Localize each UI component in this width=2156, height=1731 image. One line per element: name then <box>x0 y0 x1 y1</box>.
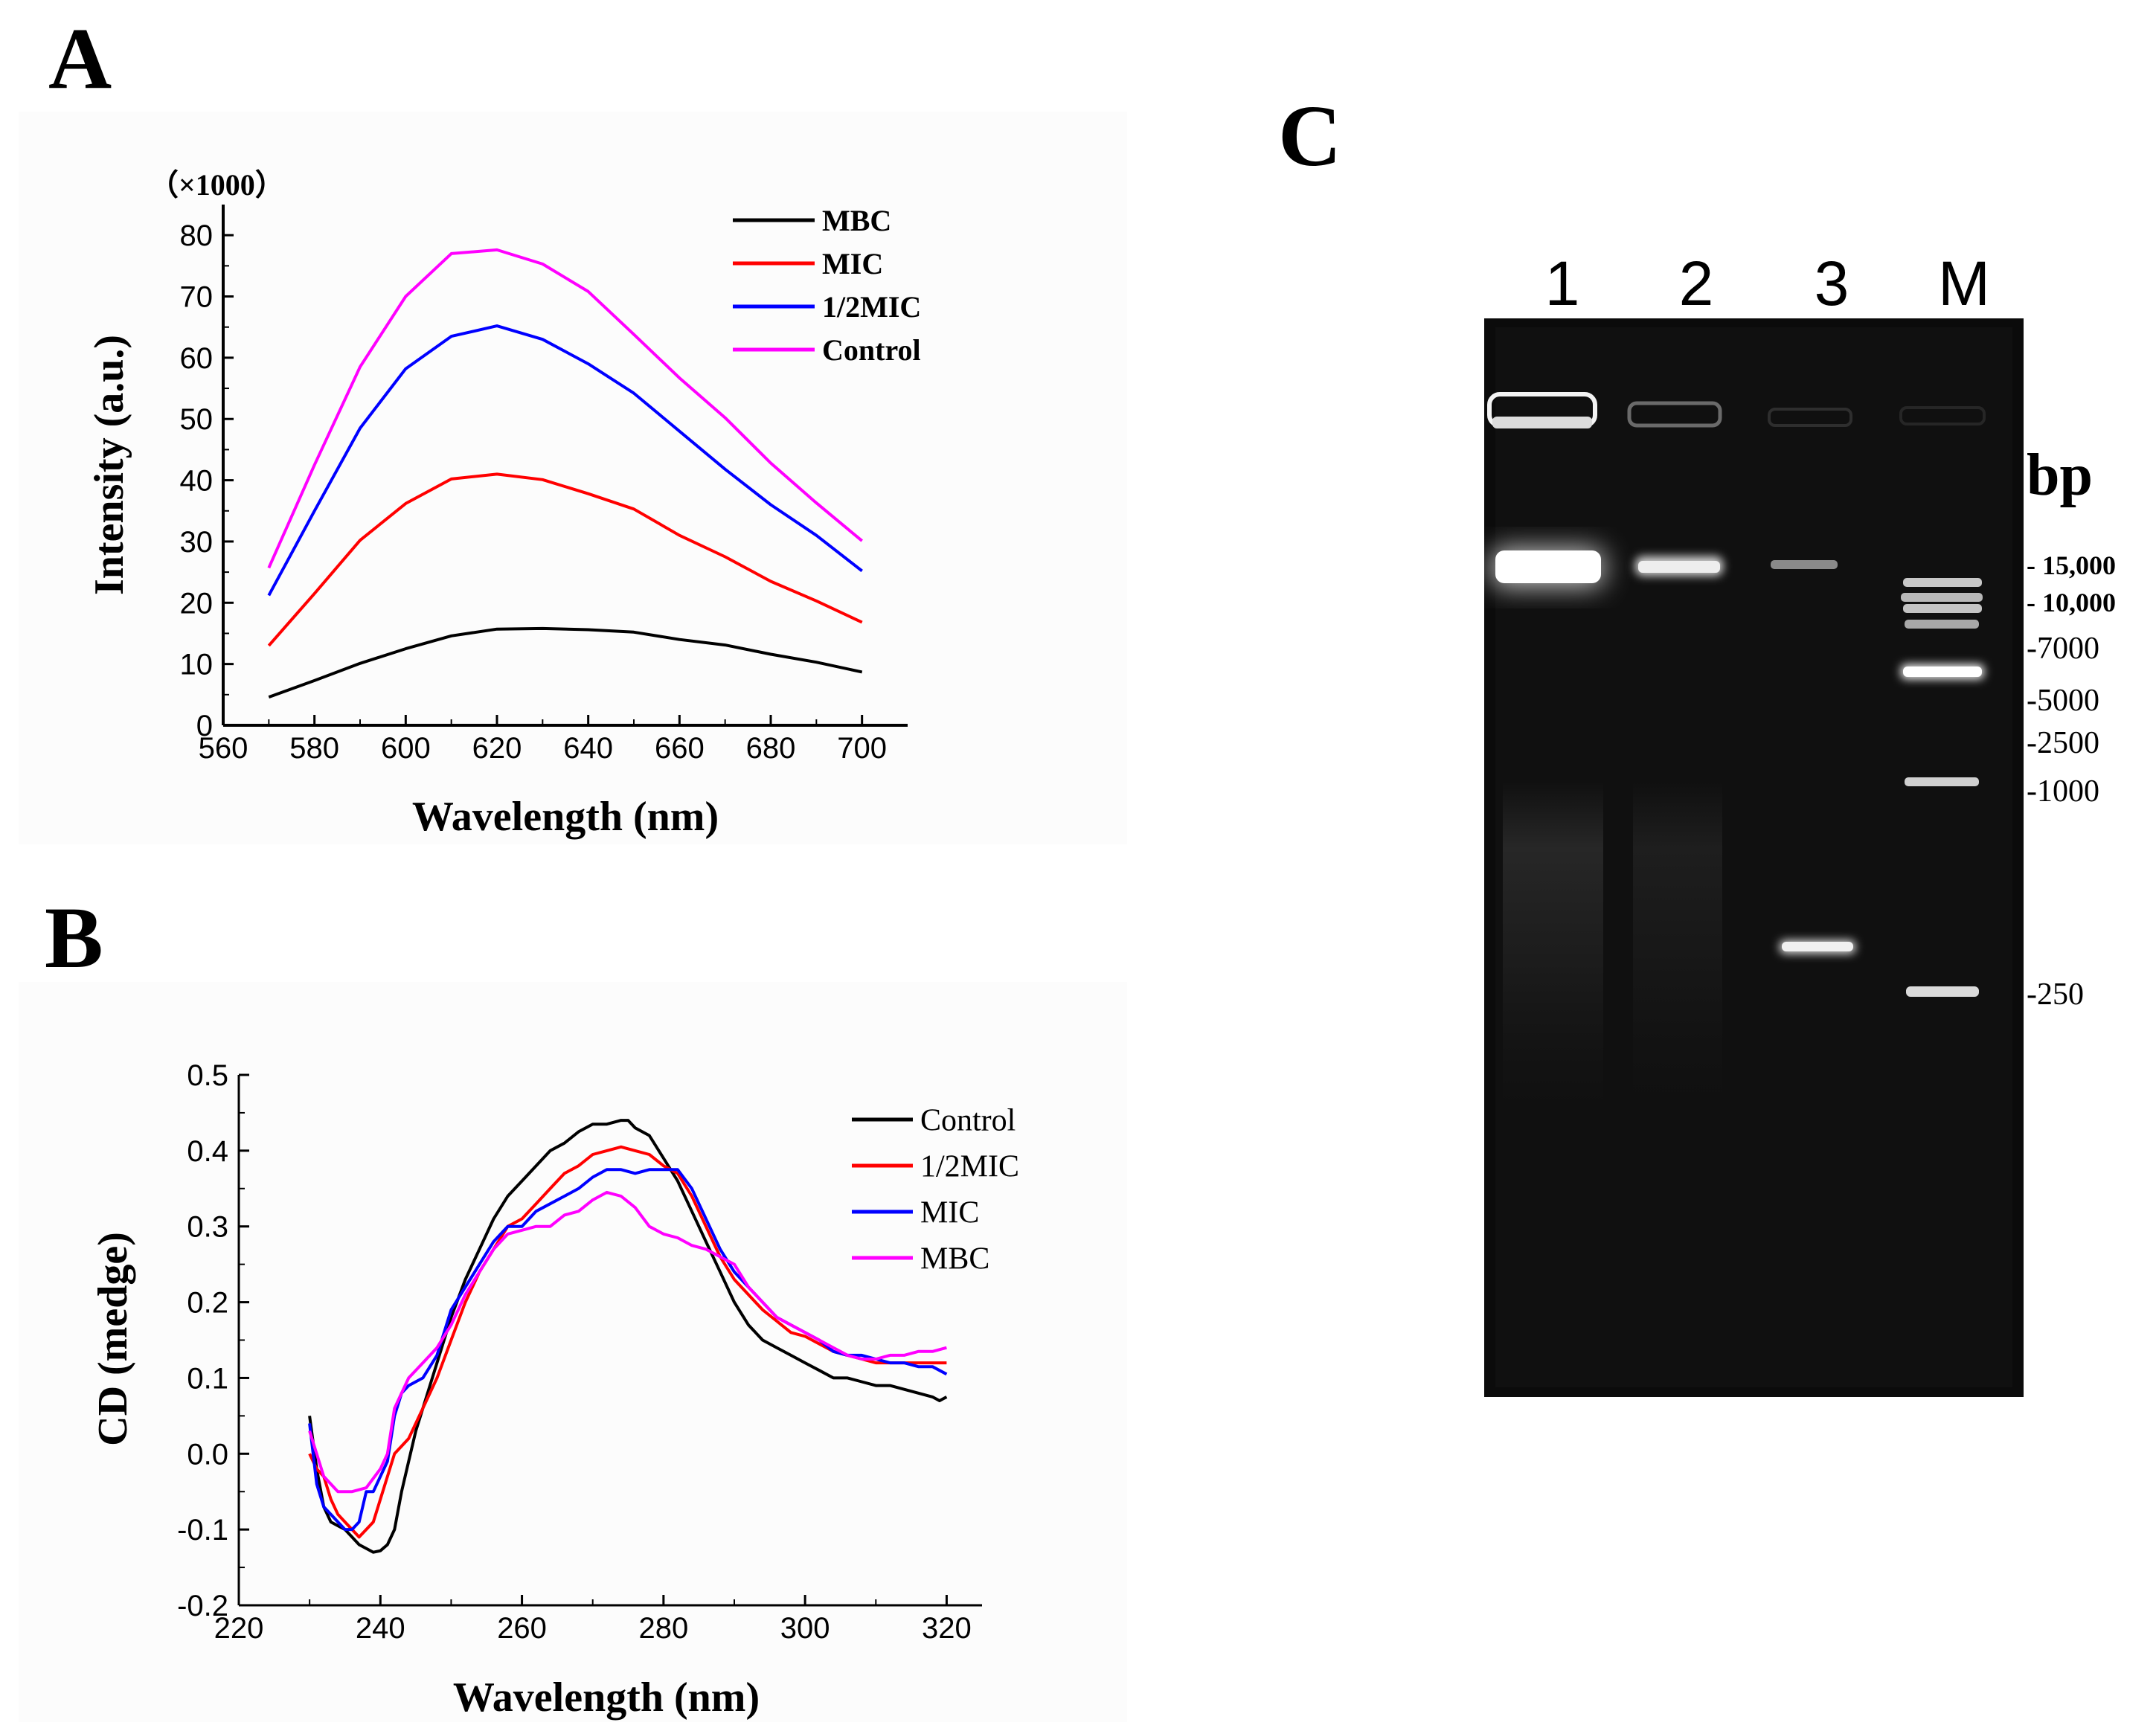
chart-b-ytick-label: 0.3 <box>187 1211 228 1244</box>
gel-lane-label-3: 3 <box>1815 248 1849 318</box>
chart-a-series-mbc <box>268 626 863 698</box>
chart-a-legend-label: 1/2MIC <box>822 290 921 324</box>
gel-lane-label-1: 1 <box>1545 248 1580 318</box>
chart-a: 560 580 600 620 640 660 680 700 0 10 20 30 40 50 60 70… <box>19 112 1127 844</box>
chart-a-xlabel: Wavelength (nm) <box>412 794 719 840</box>
chart-a-xtick-label: 640 <box>563 732 613 765</box>
chart-a-xtick-label: 580 <box>289 732 339 765</box>
chart-b-ytick-label: 0.5 <box>187 1059 228 1092</box>
ladder-band-15000 <box>1903 578 1982 587</box>
chart-b-legend-label: MBC <box>920 1242 989 1276</box>
gel-marker-label-1000: -1000 <box>2027 774 2099 809</box>
chart-b-ytick-label: 0.0 <box>187 1438 228 1471</box>
chart-a-ylabel: Intensity (a.u.) <box>86 335 132 595</box>
chart-a-legend-label: MBC <box>822 204 891 237</box>
chart-b-legend-label: Control <box>920 1104 1016 1138</box>
panel-letter-c: C <box>1278 87 1341 184</box>
gel-ladder <box>1901 578 1984 997</box>
ladder-band-250 <box>1906 986 1979 997</box>
chart-b-legend: Control 1/2MIC MIC MBC <box>852 1104 1019 1276</box>
chart-a-xtick-label: 560 <box>199 732 248 765</box>
chart-a-xtick-label: 680 <box>746 732 796 765</box>
chart-b-xtick-label: 300 <box>780 1612 830 1645</box>
chart-a-ytick-label: 10 <box>180 649 214 681</box>
chart-b-legend-label: MIC <box>920 1196 979 1230</box>
chart-a-multiplier-label: （×1000） <box>149 168 285 202</box>
gel-image: 1 2 3 M bp - 15,000 - 10,000 -7000 -5000… <box>1484 248 2116 1397</box>
chart-b-legend-label: 1/2MIC <box>920 1150 1019 1184</box>
gel-marker-label-10000: - 10,000 <box>2027 588 2116 617</box>
gel-band-lane-1 <box>1495 550 1601 583</box>
chart-b-xtick-label: 220 <box>214 1612 264 1645</box>
gel-marker-label-7000: -7000 <box>2027 632 2099 666</box>
chart-a-series-mic <box>267 472 863 647</box>
gel-marker-label-250: -250 <box>2027 977 2084 1012</box>
chart-a-ytick-label: 70 <box>180 281 214 314</box>
chart-b-ytick-label: 0.1 <box>187 1362 228 1395</box>
gel-unit-label: bp <box>2027 443 2093 508</box>
chart-b-xtick-label: 260 <box>497 1612 547 1645</box>
gel-band-lane-2-core <box>1638 561 1720 573</box>
chart-a-background <box>19 112 1127 844</box>
gel-lane-label-2: 2 <box>1679 248 1714 318</box>
chart-a-xtick-label: 600 <box>381 732 431 765</box>
chart-b-ytick-label: -0.2 <box>177 1590 228 1622</box>
chart-b-background <box>19 982 1127 1722</box>
gel-marker-label-15000: - 15,000 <box>2027 550 2116 580</box>
chart-a-legend-label: MIC <box>822 247 883 280</box>
gel-marker-label-5000: -5000 <box>2027 684 2099 718</box>
ladder-band-10000b <box>1903 604 1982 613</box>
chart-a-ytick-label: 80 <box>180 219 214 252</box>
ladder-band-5000-core <box>1903 667 1982 677</box>
chart-b-xlabel: Wavelength (nm) <box>453 1674 760 1721</box>
gel-smear-lane-2 <box>1633 781 1722 1116</box>
gel-well-1-lower <box>1492 417 1592 428</box>
gel-well-3 <box>1768 408 1852 427</box>
gel-marker-label-2500: -2500 <box>2027 726 2099 760</box>
chart-b-series-control <box>308 1119 948 1554</box>
chart-b-ytick-label: 0.4 <box>187 1135 228 1168</box>
chart-b-ylabel: CD (medge) <box>90 1232 136 1446</box>
chart-b-series-mbc <box>308 1190 947 1494</box>
chart-b-ytick-label: 0.2 <box>187 1287 228 1320</box>
gel-lane-label-m: M <box>1938 248 1990 318</box>
chart-a-legend-label: Control <box>822 333 921 367</box>
chart-b-ytick-label: -0.1 <box>177 1514 228 1547</box>
chart-a-xtick-label: 660 <box>655 732 705 765</box>
chart-a-ytick-label: 50 <box>180 403 214 436</box>
gel-band-lane-3 <box>1771 560 1838 569</box>
chart-a-xtick-label: 700 <box>837 732 887 765</box>
gel-well-m <box>1899 406 1986 425</box>
chart-a-legend: MBC MIC 1/2MIC Control <box>733 204 921 367</box>
chart-a-series-control <box>267 248 863 569</box>
panel-letter-b: B <box>45 889 103 986</box>
chart-b-xtick-label: 320 <box>922 1612 972 1645</box>
chart-b-xtick-label: 280 <box>638 1612 688 1645</box>
chart-a-ytick-label: 60 <box>180 342 214 375</box>
chart-b: 220 240 260 280 300 320 -0.2 -0.1 0.0 0.1 0.2 0.3 0… <box>19 982 1127 1722</box>
chart-a-ytick-label: 30 <box>180 526 214 559</box>
ladder-band-10000a <box>1901 593 1983 602</box>
chart-a-ytick-label: 20 <box>180 587 214 620</box>
ladder-band-7000 <box>1905 620 1979 629</box>
panel-letter-a: A <box>48 10 112 107</box>
gel-well-2 <box>1627 401 1722 428</box>
gel-smear-lane-1 <box>1503 781 1603 1116</box>
gel-band-lane-3-low-core <box>1782 942 1853 951</box>
chart-a-xtick-label: 620 <box>472 732 522 765</box>
chart-a-series-1-2mic <box>267 324 863 597</box>
ladder-band-1000 <box>1905 777 1979 786</box>
chart-a-ytick-label: 0 <box>196 710 213 742</box>
chart-b-xtick-label: 240 <box>356 1612 405 1645</box>
chart-a-ytick-label: 40 <box>180 465 214 498</box>
